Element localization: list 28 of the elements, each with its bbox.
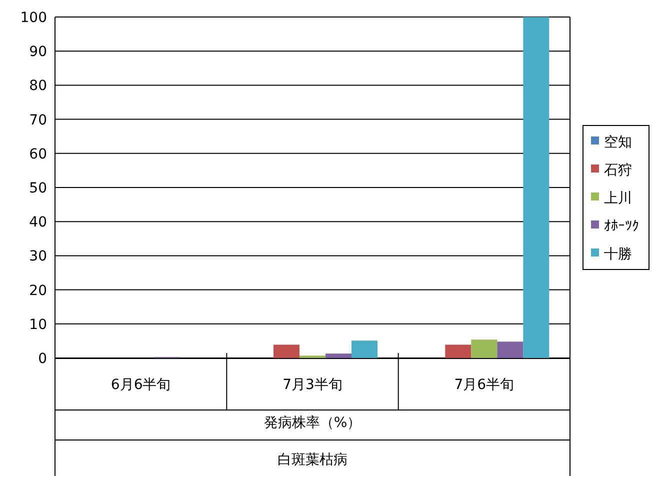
y-tick-label: 70	[29, 112, 47, 128]
y-tick-label: 60	[29, 146, 47, 162]
y-tick-label: 90	[29, 44, 47, 60]
y-tick-label: 20	[29, 282, 47, 299]
bar	[352, 340, 378, 358]
x-tick-label: 6月6半旬	[110, 377, 171, 393]
bar	[523, 17, 550, 358]
legend-label: 上川	[604, 190, 632, 206]
y-tick-label: 50	[29, 180, 47, 196]
bar	[274, 344, 300, 358]
bar	[445, 344, 472, 358]
y-tick-label: 80	[29, 78, 47, 94]
legend-label: 石狩	[604, 162, 632, 178]
x-tick-label: 7月6半旬	[454, 377, 514, 393]
y-tick-label: 10	[29, 316, 47, 333]
y-tick-label: 0	[38, 351, 47, 367]
y-tick-label: 30	[29, 248, 47, 265]
y-tick-label: 100	[20, 10, 47, 26]
legend-label: 空知	[604, 134, 632, 150]
bar	[497, 342, 524, 358]
x-axis-title: 発病株率（%）	[264, 415, 362, 431]
y-tick-label: 40	[29, 214, 47, 231]
x-tick-label: 7月3半旬	[282, 377, 342, 393]
legend-label: ｵﾎｰﾂｸ	[604, 218, 639, 234]
text: 白斑葉枯病	[278, 452, 348, 468]
bar	[326, 354, 352, 358]
legend-label: 十勝	[604, 246, 632, 262]
bar	[471, 340, 498, 358]
